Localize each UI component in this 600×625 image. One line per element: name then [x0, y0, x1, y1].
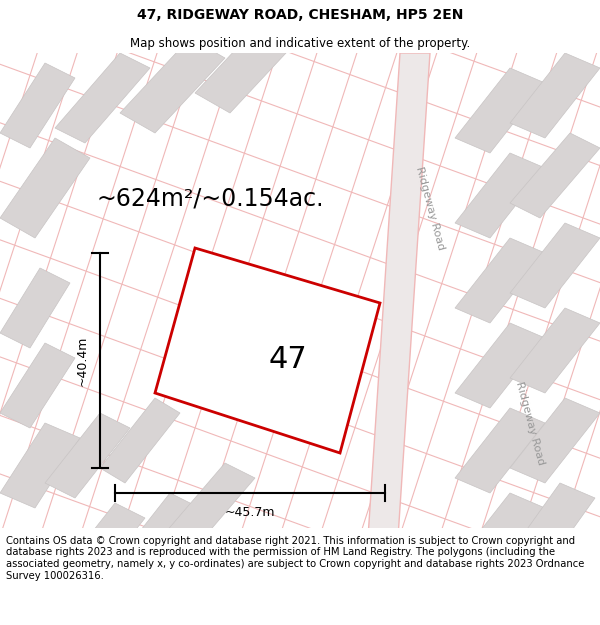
- Polygon shape: [90, 583, 175, 625]
- Polygon shape: [150, 568, 245, 625]
- Polygon shape: [455, 153, 545, 238]
- Text: Ridgeway Road: Ridgeway Road: [514, 380, 546, 466]
- Polygon shape: [45, 413, 130, 498]
- Polygon shape: [55, 53, 150, 143]
- Text: 47: 47: [268, 345, 307, 374]
- Polygon shape: [120, 38, 225, 133]
- Polygon shape: [455, 68, 545, 153]
- Text: 47, RIDGEWAY ROAD, CHESHAM, HP5 2EN: 47, RIDGEWAY ROAD, CHESHAM, HP5 2EN: [137, 8, 463, 22]
- Polygon shape: [0, 63, 75, 148]
- Polygon shape: [455, 578, 545, 625]
- Text: Map shows position and indicative extent of the property.: Map shows position and indicative extent…: [130, 37, 470, 50]
- Polygon shape: [195, 18, 300, 113]
- Polygon shape: [0, 268, 70, 348]
- Text: ~40.4m: ~40.4m: [76, 335, 89, 386]
- Polygon shape: [455, 408, 545, 493]
- Polygon shape: [365, 53, 430, 583]
- Polygon shape: [215, 538, 305, 623]
- Polygon shape: [510, 483, 595, 568]
- Polygon shape: [455, 323, 545, 408]
- Text: Ridgeway Road: Ridgeway Road: [414, 165, 446, 251]
- Polygon shape: [155, 248, 380, 453]
- Polygon shape: [510, 223, 600, 308]
- Polygon shape: [455, 493, 545, 578]
- Polygon shape: [115, 493, 200, 578]
- Polygon shape: [510, 398, 600, 483]
- Polygon shape: [510, 568, 595, 625]
- Polygon shape: [0, 423, 80, 508]
- Polygon shape: [60, 503, 145, 588]
- Text: Contains OS data © Crown copyright and database right 2021. This information is : Contains OS data © Crown copyright and d…: [6, 536, 584, 581]
- Text: ~624m²/~0.154ac.: ~624m²/~0.154ac.: [96, 186, 324, 210]
- Polygon shape: [510, 53, 600, 138]
- Polygon shape: [370, 583, 440, 625]
- Polygon shape: [510, 308, 600, 393]
- Polygon shape: [510, 133, 600, 218]
- Polygon shape: [0, 138, 90, 238]
- Polygon shape: [100, 398, 180, 483]
- Polygon shape: [0, 343, 75, 428]
- Text: ~45.7m: ~45.7m: [225, 506, 275, 519]
- Polygon shape: [455, 238, 545, 323]
- Polygon shape: [165, 463, 255, 548]
